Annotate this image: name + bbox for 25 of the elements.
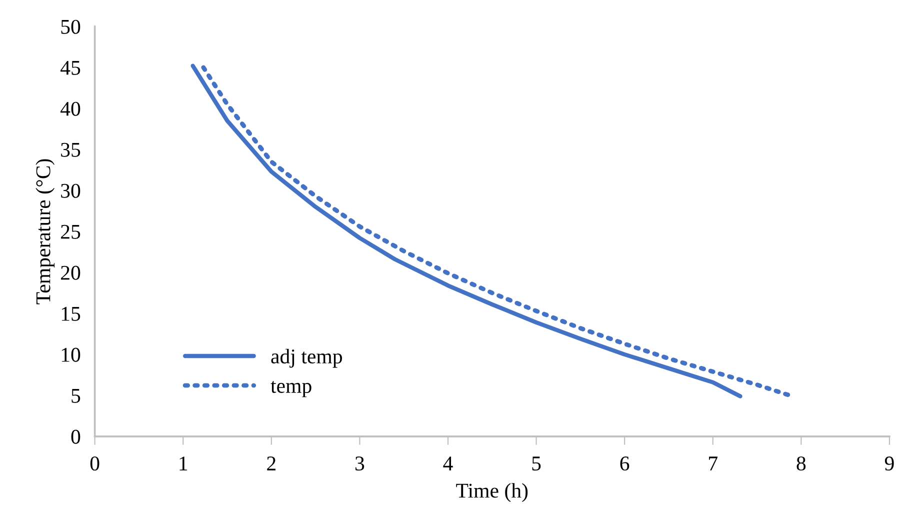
x-tick-label: 3: [355, 456, 364, 471]
y-tick-label: 50: [61, 20, 80, 34]
x-tick-label: 4: [443, 456, 453, 470]
y-axis-title: Temperature (°C): [36, 159, 55, 304]
x-tick-label: 9: [884, 456, 894, 471]
x-tick-label: 0: [90, 456, 100, 471]
y-tick-label: 40: [60, 102, 80, 116]
y-tick-label: 30: [61, 184, 80, 198]
y-tick-label: 35: [61, 142, 80, 157]
x-tick-label: 6: [620, 456, 630, 471]
y-tick-label: 45: [60, 60, 80, 75]
y-tick-label: 20: [61, 266, 80, 280]
x-tick-label: 7: [709, 456, 718, 470]
x-tick-label: 8: [796, 456, 806, 471]
y-tick-label: 0: [71, 430, 80, 444]
y-tick-label: 10: [62, 348, 80, 362]
y-tick-label: 15: [62, 306, 80, 321]
y-tick-label: 5: [72, 389, 80, 403]
y-tick-label: 25: [61, 224, 80, 239]
x-tick-label: 1: [180, 456, 188, 470]
x-tick-label: 5: [532, 456, 541, 471]
x-tick-label: 2: [267, 456, 276, 470]
x-axis-title: Time (h): [456, 483, 528, 502]
legend-label: temp: [270, 381, 312, 398]
legend-label: adj temp: [271, 348, 342, 368]
